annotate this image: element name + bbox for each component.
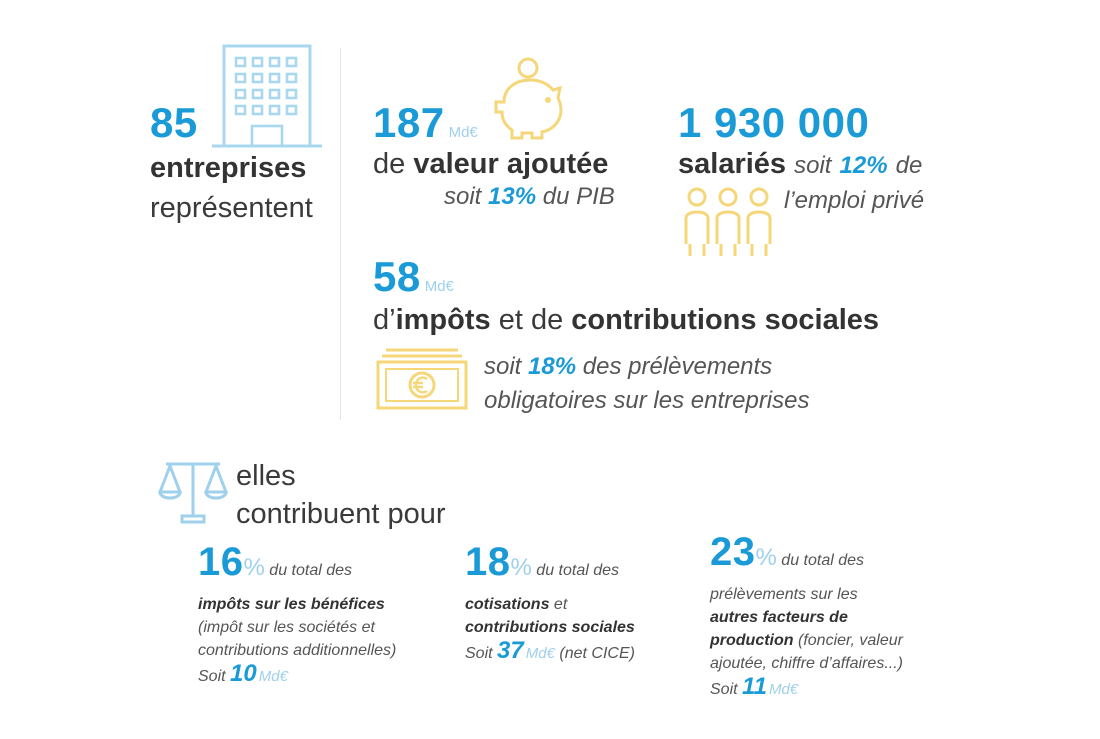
item2-tail: (net CICE)	[559, 645, 635, 662]
employees-label-line: salariés soit 12% de	[678, 146, 922, 184]
employees-pct: 12%	[839, 152, 888, 179]
employees-share: l’emploi privé	[784, 187, 925, 214]
item3-amount-line: Soit 11 Md€	[710, 675, 950, 701]
value-added-share: soit 13% du PIB	[444, 182, 615, 212]
taxes-number: 58	[373, 253, 421, 300]
value-added-number: 187	[373, 99, 445, 146]
item3-paren2: ajoutée, chiffre d’affaires...)	[710, 655, 903, 672]
employees-soit: soit	[794, 152, 832, 179]
piggy-bank-icon	[488, 56, 568, 140]
contribution-line1: elles	[236, 460, 296, 492]
item1-paren2: contributions additionnelles)	[198, 642, 397, 659]
employees-de: de	[895, 152, 923, 179]
scales-icon	[156, 460, 230, 526]
item3-text2: prélèvements sur les	[710, 586, 858, 603]
employees-label: salariés	[678, 148, 787, 180]
item3-soit: Soit	[710, 681, 738, 698]
banknote-icon	[376, 346, 468, 412]
taxes-pct: 18%	[528, 353, 577, 380]
people-icon	[682, 186, 774, 258]
item1-bold: impôts sur les bénéfices	[198, 596, 385, 613]
item2-amount: 37	[497, 637, 524, 664]
value-added-soit: soit	[444, 183, 482, 210]
taxes-share: soit 18% des prélèvements obligatoires s…	[484, 350, 810, 418]
taxes-suffix2: obligatoires sur les entreprises	[484, 387, 810, 414]
taxes-label1: impôts	[395, 304, 491, 336]
item3-bold1: autres facteurs de	[710, 609, 848, 626]
item3-paren1: (foncier, valeur	[798, 632, 903, 649]
taxes-soit: soit	[484, 353, 522, 380]
value-added-label: valeur ajoutée	[413, 148, 609, 180]
taxes-suffix1: des prélèvements	[582, 353, 773, 380]
item2-pct: 18	[465, 540, 511, 584]
item1-amount-line: Soit 10 Md€	[198, 662, 438, 688]
item1-text: du total des	[269, 562, 353, 579]
item1-pct: 16	[198, 540, 244, 584]
item3-unit: Md€	[768, 681, 799, 698]
item1-soit: Soit	[198, 668, 226, 685]
item3-bold2-line: production (foncier, valeur	[710, 629, 950, 652]
item1-pct-sign: %	[243, 554, 265, 581]
item2-and: et	[553, 596, 568, 613]
taxes-label2: contributions sociales	[571, 304, 880, 336]
building-icon	[208, 40, 326, 148]
value-added-suffix: du PIB	[542, 183, 615, 210]
item3-amount: 11	[742, 673, 767, 700]
item2-bold1: cotisations	[465, 596, 550, 613]
item1-amount: 10	[230, 660, 257, 687]
item2-bold2: contributions sociales	[465, 619, 635, 636]
item3-pct: 23	[710, 530, 756, 574]
item1-unit: Md€	[258, 668, 288, 685]
item2-bold-line1: cotisations et	[465, 593, 685, 616]
taxes-figure: 58 Md€	[373, 254, 454, 310]
item1-paren1: (impôt sur les sociétés et	[198, 619, 375, 636]
item2-amount-line: Soit 37 Md€ (net CICE)	[465, 639, 685, 665]
item3-text1: du total des	[781, 552, 865, 569]
value-added-unit: Md€	[448, 124, 478, 141]
companies-sublabel: représentent	[150, 192, 313, 224]
companies-number: 85	[150, 99, 198, 146]
contribution-line2: contribuent pour	[236, 498, 446, 530]
vertical-divider	[340, 48, 341, 420]
contribution-item-2: 18% du total des cotisations et contribu…	[465, 540, 685, 665]
contribution-item-3: 23% du total des prélèvements sur les au…	[710, 530, 950, 701]
companies-label: entreprises	[150, 152, 307, 184]
item2-unit: Md€	[525, 645, 555, 662]
taxes-mid: et de	[498, 304, 564, 336]
item3-pct-sign: %	[755, 544, 777, 571]
value-added-label-line: de valeur ajoutée	[373, 146, 608, 182]
value-added-pct: 13%	[488, 183, 537, 210]
taxes-label-line: d’impôts et de contributions sociales	[373, 302, 879, 338]
item2-soit: Soit	[465, 645, 493, 662]
item2-text: du total des	[536, 562, 620, 579]
value-added-figure: 187 Md€	[373, 100, 478, 156]
employees-number: 1 930 000	[678, 99, 870, 146]
taxes-pre: d’	[373, 304, 396, 336]
item2-pct-sign: %	[510, 554, 532, 581]
contribution-item-1: 16% du total des impôts sur les bénéfice…	[198, 540, 438, 688]
value-added-pre: de	[373, 148, 406, 180]
taxes-unit: Md€	[424, 278, 454, 295]
item3-bold2: production	[710, 632, 794, 649]
